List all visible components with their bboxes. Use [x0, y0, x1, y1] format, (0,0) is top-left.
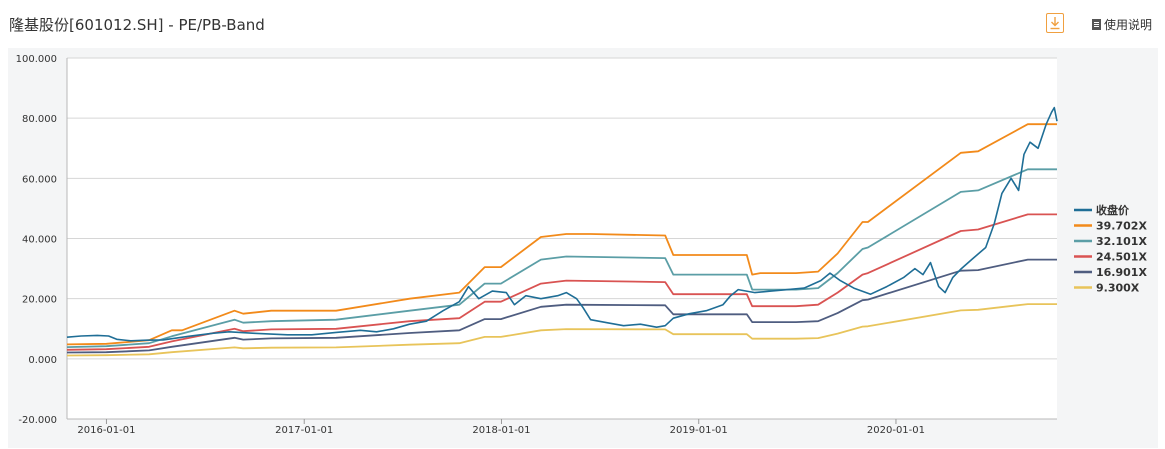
x-tick-label: 2016-01-01 [77, 425, 135, 436]
x-tick-label: 2017-01-01 [275, 425, 333, 436]
x-tick-label: 2018-01-01 [472, 425, 530, 436]
series-line-0 [66, 106, 1058, 342]
page-title: 隆基股份[601012.SH] - PE/PB-Band [9, 16, 265, 34]
y-tick-label: 60.000 [22, 174, 57, 185]
download-icon [1050, 17, 1060, 30]
legend-label[interactable]: 24.501X [1096, 251, 1147, 264]
x-tick-label: 2020-01-01 [867, 425, 925, 436]
download-button[interactable] [1046, 13, 1064, 33]
legend-label[interactable]: 16.901X [1096, 266, 1147, 279]
legend-label[interactable]: 收盘价 [1096, 203, 1130, 217]
legend: 收盘价 39.702X 32.101X 24.501X 16.901X 9.300X [1074, 203, 1147, 295]
y-tick-label: 80.000 [22, 114, 57, 125]
series-line-1 [66, 123, 1057, 346]
axes: 100.000 80.000 60.000 40.000 20.000 0.000 -20.… [16, 54, 1057, 436]
y-tick-label: -20.000 [18, 415, 57, 426]
chart-header: 隆基股份[601012.SH] - PE/PB-Band 使用说明 [0, 0, 1165, 48]
legend-label[interactable]: 39.702X [1096, 220, 1147, 233]
help-label: 使用说明 [1104, 18, 1153, 32]
y-tick-label: 0.000 [28, 355, 57, 366]
series-line-4 [66, 258, 1057, 354]
series-line-3 [66, 213, 1057, 351]
y-tick-label: 100.000 [16, 54, 57, 65]
series-line-2 [66, 168, 1057, 348]
series-line-5 [66, 303, 1057, 357]
document-icon [1092, 19, 1101, 30]
y-tick-label: 40.000 [22, 235, 57, 246]
series-lines [66, 106, 1058, 357]
legend-label[interactable]: 9.300X [1096, 282, 1140, 295]
help-button[interactable]: 使用说明 [1092, 16, 1152, 33]
x-tick-label: 2019-01-01 [670, 425, 728, 436]
grid-lines [67, 57, 1057, 420]
legend-label[interactable]: 32.101X [1096, 235, 1147, 248]
y-tick-label: 20.000 [22, 295, 57, 306]
